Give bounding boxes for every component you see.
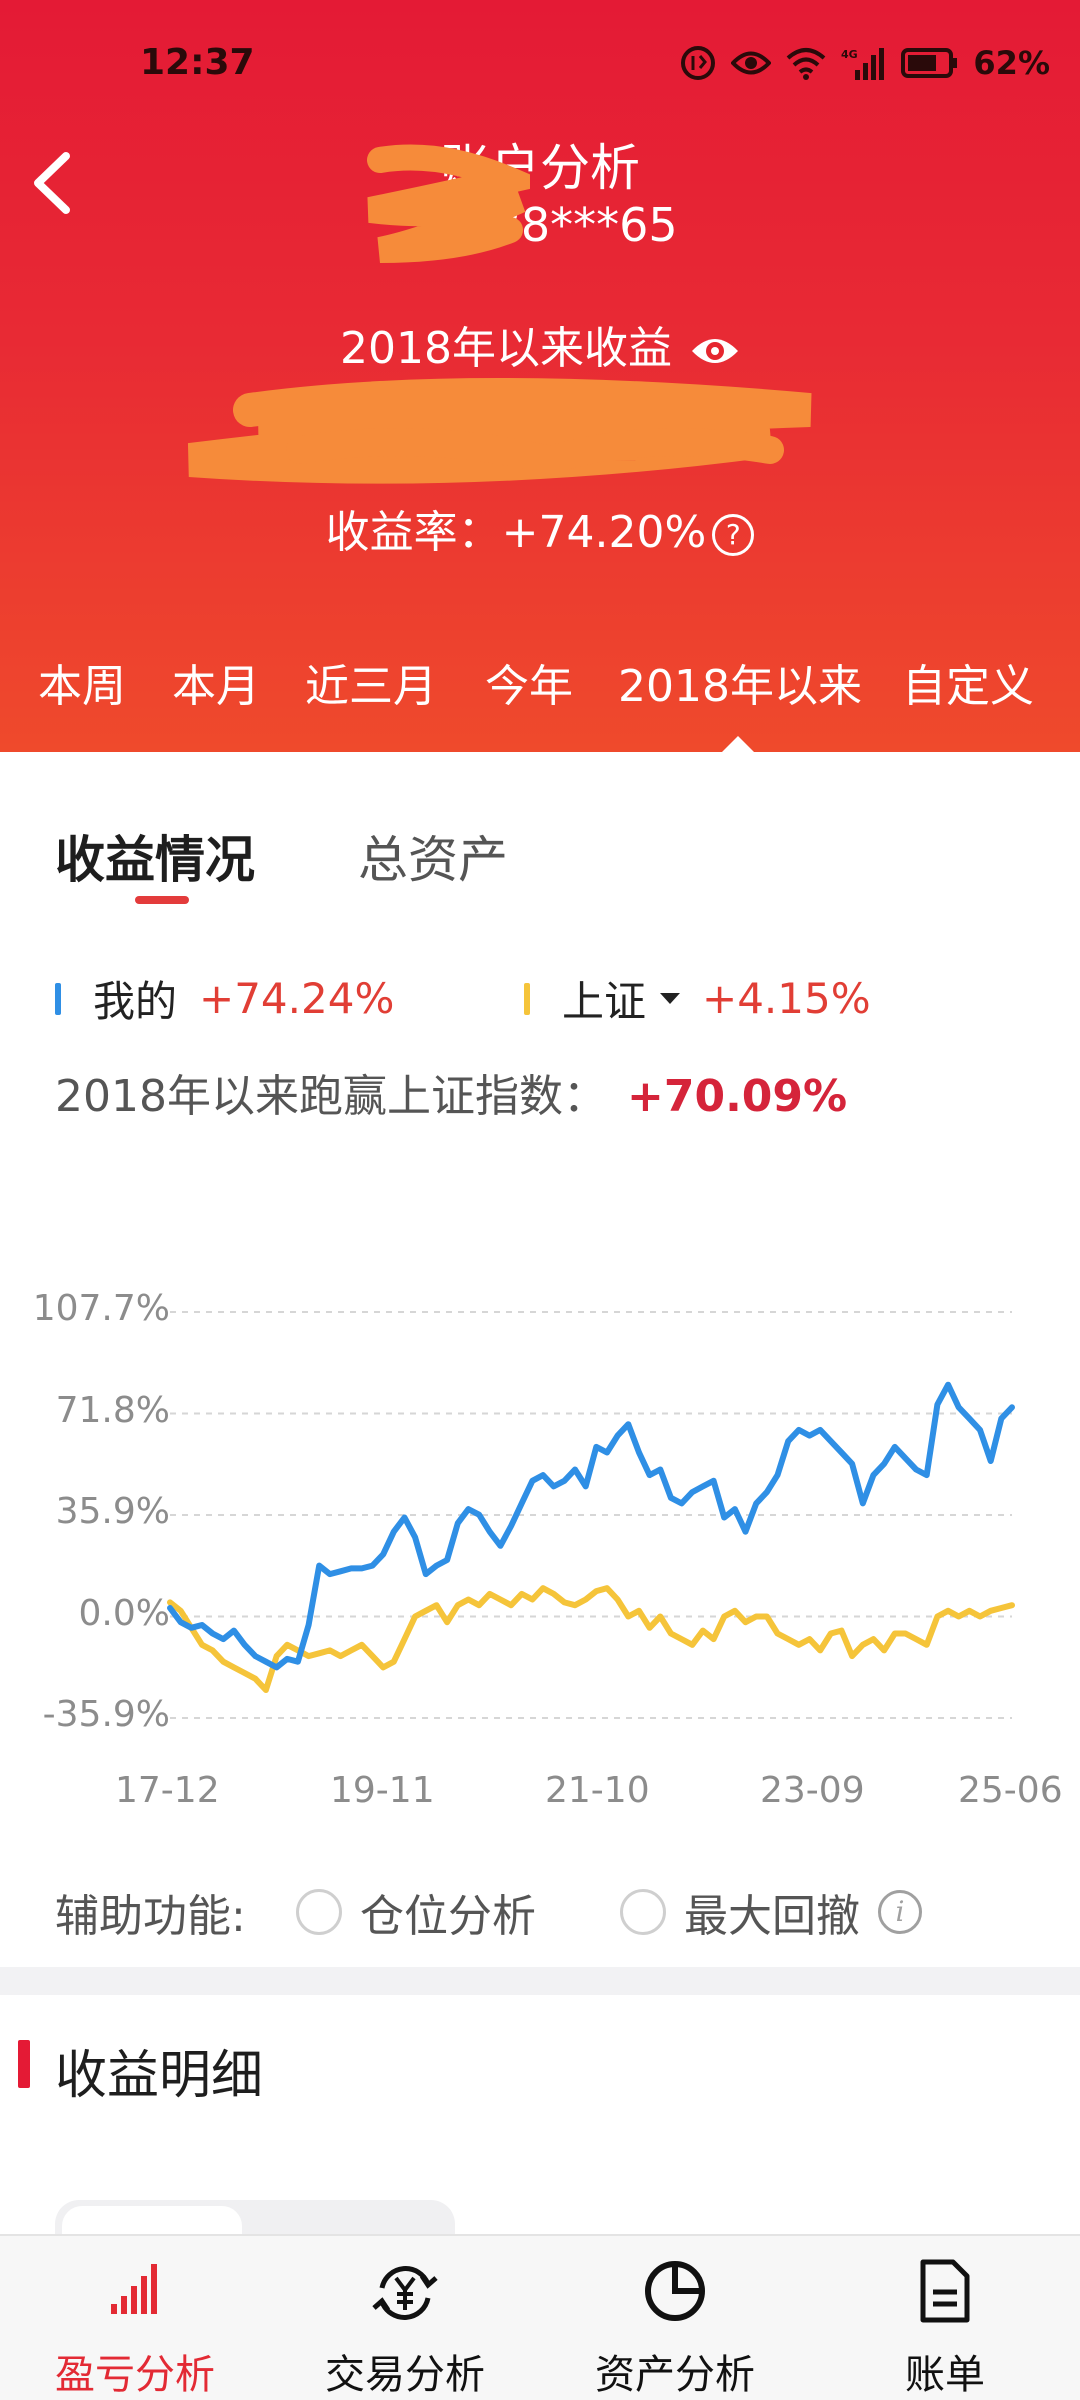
legend-index-swatch (524, 982, 530, 1015)
redaction-scribble-amount (187, 378, 812, 484)
x-tick-label: 23-09 (760, 1770, 865, 1811)
nav-label: 交易分析 (325, 2352, 485, 2398)
status-icons: 4G 62% (679, 44, 1050, 82)
legend-mine-label: 我的 (93, 977, 178, 1026)
period-tab-month[interactable]: 本月 (172, 661, 260, 712)
legend-mine-value: +74.24% (199, 974, 395, 1023)
header: 12:37 4G 62% 账户分析 688***65 2018年以来收益 收益率… (0, 0, 1080, 752)
option-max-drawdown[interactable]: 最大回撤 i (620, 1880, 922, 1944)
legend-mine: 我的 +74.24% (55, 968, 394, 1029)
nav-label: 资产分析 (595, 2352, 755, 2398)
option-drawdown-label: 最大回撤 (684, 1891, 860, 1942)
eye-icon[interactable] (690, 333, 740, 369)
pie-chart-icon (645, 2261, 705, 2321)
status-bar: 12:37 4G 62% (0, 0, 1080, 130)
bottom-nav: 盈亏分析 交易分析 资产分析 账单 (0, 2234, 1080, 2400)
option-position-label: 仓位分析 (360, 1891, 536, 1942)
series-line-index (167, 1585, 1015, 1693)
tab-total-assets[interactable]: 总资产 (358, 831, 508, 889)
x-tick-label: 21-10 (545, 1770, 650, 1811)
earnings-label: 2018年以来收益 (0, 312, 1080, 376)
status-time: 12:37 (140, 42, 255, 83)
bar-chart-icon (111, 2264, 157, 2314)
page-title: 账户分析 (440, 139, 640, 197)
x-tick-label: 19-11 (330, 1770, 435, 1811)
nav-pnl-analysis[interactable]: 盈亏分析 (0, 2236, 270, 2400)
section-marker (18, 2040, 30, 2088)
detail-title: 收益明细 (55, 2046, 264, 2106)
legend-index[interactable]: 上证 +4.15% (524, 968, 871, 1029)
aux-functions: 辅助功能: (55, 1880, 246, 1944)
info-icon[interactable]: i (878, 1890, 922, 1934)
svg-text:4G: 4G (841, 48, 858, 61)
wifi-icon (787, 48, 826, 80)
cellular-signal-icon: 4G (841, 48, 885, 80)
dropdown-caret-icon[interactable] (660, 993, 681, 1004)
account-number: 688***65 (462, 198, 678, 252)
redaction-scribble (367, 144, 530, 263)
battery-percent: 62% (973, 44, 1050, 82)
option-position-analysis[interactable]: 仓位分析 (296, 1880, 536, 1944)
period-tab-custom[interactable]: 自定义 (902, 661, 1034, 712)
radio-max-drawdown[interactable] (620, 1889, 666, 1935)
rate-value: +74.20% (501, 507, 707, 558)
period-tab-since-2018[interactable]: 2018年以来 (618, 661, 862, 712)
period-tab-3months[interactable]: 近三月 (305, 661, 437, 712)
help-icon[interactable]: ? (712, 514, 755, 556)
y-tick-label: 71.8% (55, 1389, 170, 1431)
period-tabs: 本周 本月 近三月 今年 2018年以来 自定义 (0, 650, 1080, 720)
returns-line-chart (167, 1311, 1015, 1719)
y-tick-label: 107.7% (32, 1288, 170, 1329)
data-saver-icon (681, 46, 716, 80)
return-rate: 收益率：+74.20%? (0, 496, 1080, 560)
tab-returns[interactable]: 收益情况 (55, 831, 255, 889)
series-line-mine (167, 1381, 1015, 1671)
battery-icon (901, 48, 958, 78)
aux-label: 辅助功能: (55, 1891, 246, 1942)
earnings-label-text: 2018年以来收益 (340, 323, 672, 374)
rate-label: 收益率： (325, 507, 502, 558)
y-tick-label: -35.9% (42, 1694, 170, 1735)
legend-index-label: 上证 (562, 977, 647, 1026)
x-tick-label: 17-12 (115, 1770, 220, 1811)
legend-mine-swatch (55, 982, 61, 1015)
legend-index-value: +4.15% (702, 974, 871, 1023)
back-arrow-icon[interactable] (28, 150, 78, 216)
period-tab-week[interactable]: 本周 (38, 661, 126, 712)
nav-trade-analysis[interactable]: 交易分析 (270, 2236, 540, 2400)
document-icon (920, 2259, 970, 2323)
selected-period-pointer (720, 736, 756, 754)
yuan-cycle-icon (372, 2266, 438, 2320)
beat-index: 2018年以来跑赢上证指数： +70.09% (55, 1060, 847, 1124)
y-tick-label: 35.9% (55, 1491, 170, 1532)
nav-label: 盈亏分析 (55, 2352, 215, 2398)
nav-statement[interactable]: 账单 (810, 2236, 1080, 2400)
tab-underline (135, 896, 189, 904)
nav-label: 账单 (905, 2352, 985, 2398)
nav-asset-analysis[interactable]: 资产分析 (540, 2236, 810, 2400)
period-tab-ytd[interactable]: 今年 (485, 661, 573, 712)
returns-card (0, 752, 1080, 1967)
y-tick-label: 0.0% (78, 1592, 170, 1634)
beat-label: 2018年以来跑赢上证指数： (55, 1071, 607, 1122)
radio-position-analysis[interactable] (296, 1889, 342, 1935)
beat-value: +70.09% (626, 1071, 848, 1122)
x-tick-label: 25-06 (958, 1770, 1063, 1811)
eye-comfort-icon (731, 51, 772, 75)
